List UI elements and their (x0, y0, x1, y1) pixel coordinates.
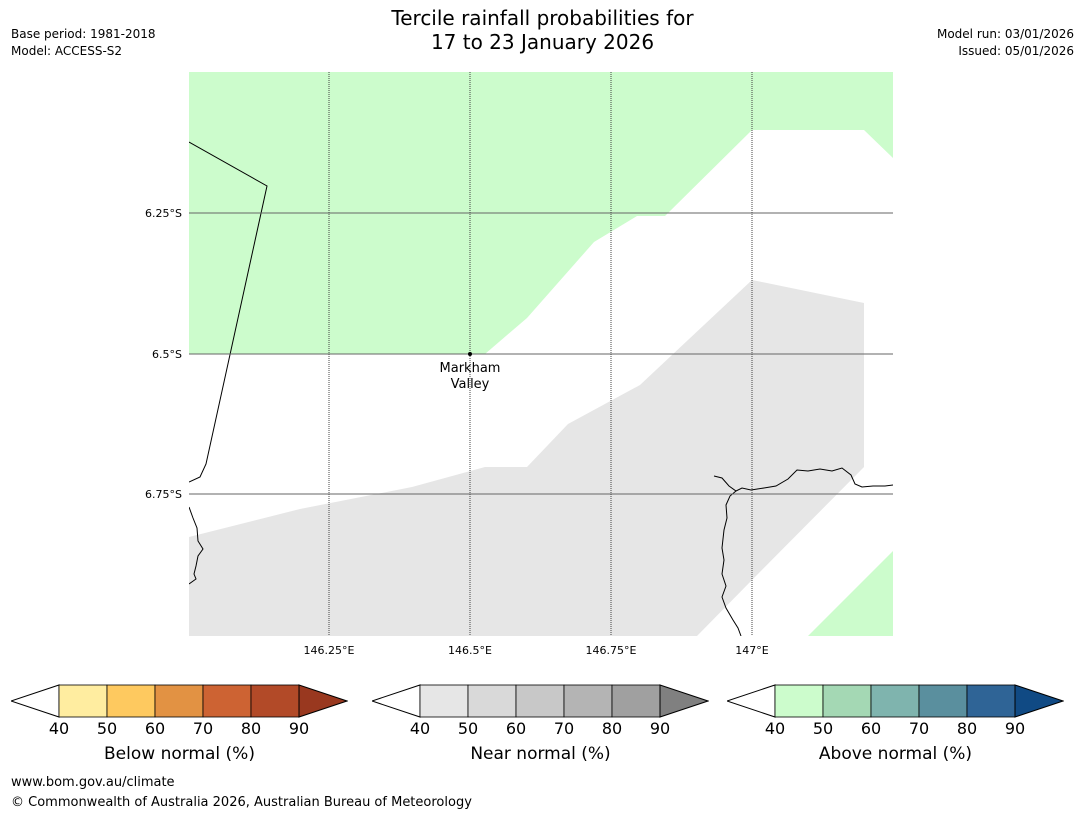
base-period-text: Base period: 1981-2018 (11, 27, 156, 41)
colorbar-tick-label: 50 (812, 719, 834, 738)
colorbar-tick-label: 60 (860, 719, 882, 738)
legend-above-normal: 40 50 60 70 80 90 Above normal (%) (727, 684, 1064, 764)
issued-text: Issued: 05/01/2026 (958, 44, 1074, 58)
colorbar-lower-extend (727, 684, 776, 718)
coastline-east (713, 467, 893, 492)
colorbar-segment (611, 684, 661, 718)
colorbar-tick-label: 40 (48, 719, 70, 738)
title-line-2: 17 to 23 January 2026 (430, 30, 655, 54)
above-normal-region-southeast (808, 551, 893, 636)
colorbar-tick-label: 70 (553, 719, 575, 738)
colorbar-tick-label: 50 (96, 719, 118, 738)
colorbar-segment (966, 684, 1016, 718)
legend-near-normal: 40 50 60 70 80 90 Near normal (%) (372, 684, 709, 764)
colorbar (372, 684, 709, 718)
colorbar-segment (202, 684, 252, 718)
colorbar-tick-label: 80 (601, 719, 623, 738)
lon-label: 147°E (735, 644, 768, 657)
colorbar-segment (467, 684, 517, 718)
colorbar-upper-extend (298, 684, 348, 718)
forecast-map: Markham Valley 6.25°S 6.5°S 6.75°S 146.2… (145, 72, 893, 657)
colorbar-tick-label: 60 (144, 719, 166, 738)
colorbar-upper-extend (1014, 684, 1064, 718)
border-line (189, 141, 268, 483)
colorbar-segment (870, 684, 920, 718)
colorbar-tick-label: 90 (288, 719, 310, 738)
lat-label: 6.75°S (145, 488, 182, 501)
colorbar-upper-extend (659, 684, 709, 718)
colorbar-segment (419, 684, 469, 718)
coastline-west (189, 506, 204, 585)
legend-title: Near normal (%) (470, 744, 611, 764)
meta-left: Base period: 1981-2018 Model: ACCESS-S2 (11, 26, 156, 60)
lon-label: 146.75°E (586, 644, 637, 657)
colorbar-tick-label: 60 (505, 719, 527, 738)
colorbar-tick-label: 90 (649, 719, 671, 738)
colorbar-tick-label: 50 (457, 719, 479, 738)
colorbar-lower-extend (11, 684, 60, 718)
place-label-line-1: Markham (440, 361, 501, 376)
colorbar (11, 684, 348, 718)
colorbar-segment (822, 684, 872, 718)
colorbar-segment (250, 684, 300, 718)
legend-title: Below normal (%) (104, 744, 255, 764)
footer-copyright: © Commonwealth of Australia 2026, Austra… (11, 795, 472, 810)
colorbar (727, 684, 1064, 718)
colorbar-segment (563, 684, 613, 718)
model-run-text: Model run: 03/01/2026 (936, 27, 1074, 41)
place-label-line-2: Valley (451, 377, 490, 392)
colorbar-segment (918, 684, 968, 718)
lat-label: 6.5°S (152, 348, 182, 361)
lon-label: 146.25°E (304, 644, 355, 657)
colorbar-tick-label: 80 (240, 719, 262, 738)
map-title: Tercile rainfall probabilities for 17 to… (0, 6, 1085, 54)
meta-right: Model run: 03/01/2026 Issued: 05/01/2026 (937, 26, 1074, 60)
colorbar-tick-label: 90 (1004, 719, 1026, 738)
near-normal-region (189, 280, 864, 636)
legend-title: Above normal (%) (818, 744, 973, 764)
colorbar-segment (774, 684, 824, 718)
title-line-1: Tercile rainfall probabilities for (391, 6, 694, 30)
colorbar-segment (106, 684, 156, 718)
legend-below-normal: 40 50 60 70 80 90 Below normal (%) (11, 684, 348, 764)
colorbar-segment (154, 684, 204, 718)
colorbar-segment (58, 684, 108, 718)
place-marker (468, 352, 472, 356)
colorbar-tick-label: 40 (409, 719, 431, 738)
colorbar-segment (515, 684, 565, 718)
model-text: Model: ACCESS-S2 (11, 44, 123, 58)
lat-label: 6.25°S (145, 207, 182, 220)
river-line (721, 490, 742, 636)
footer-url: www.bom.gov.au/climate (11, 775, 175, 790)
lon-label: 146.5°E (448, 644, 492, 657)
colorbar-tick-label: 70 (192, 719, 214, 738)
colorbar-lower-extend (372, 684, 421, 718)
colorbar-tick-label: 70 (908, 719, 930, 738)
colorbar-tick-label: 80 (956, 719, 978, 738)
colorbar-tick-label: 40 (764, 719, 786, 738)
